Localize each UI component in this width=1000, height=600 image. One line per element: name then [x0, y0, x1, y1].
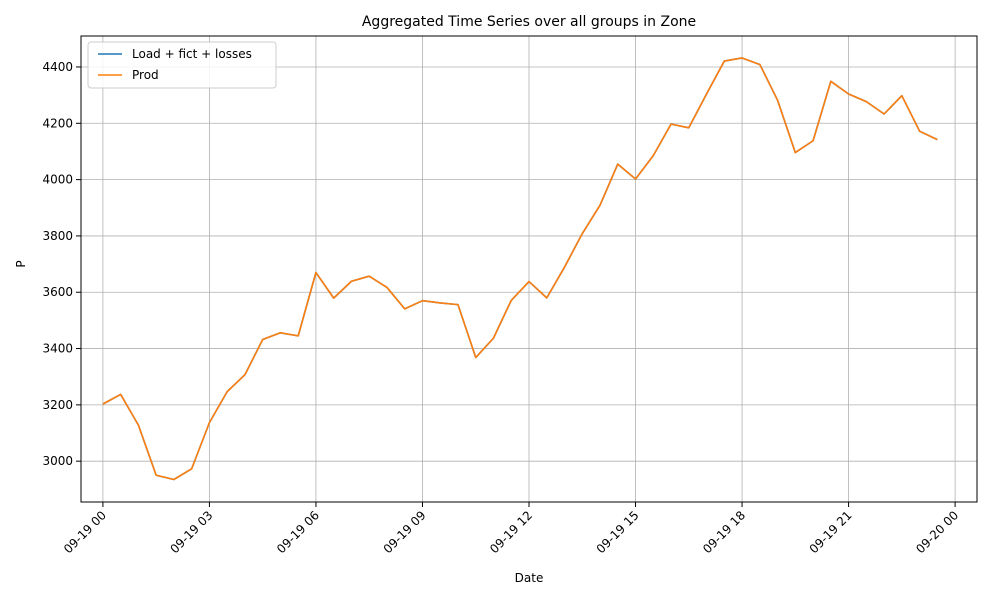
y-tick-label: 3400 — [42, 342, 73, 356]
x-axis-label: Date — [515, 571, 544, 585]
y-tick-label: 3600 — [42, 285, 73, 299]
x-tick-label: 09-19 18 — [700, 508, 748, 556]
series-layer — [102, 57, 938, 481]
series-line-2 — [102, 57, 938, 481]
x-tick-label: 09-20 00 — [913, 508, 961, 556]
x-tick-label: 09-19 06 — [274, 508, 322, 556]
y-tick-label: 3800 — [42, 229, 73, 243]
y-tick-label: 4400 — [42, 60, 73, 74]
y-tick-label: 3200 — [42, 398, 73, 412]
legend: Load + fict + losses Prod — [87, 41, 277, 89]
y-tick-label: 4200 — [42, 116, 73, 130]
series-line-1 — [102, 57, 938, 481]
x-tick-label: 09-19 21 — [807, 508, 855, 556]
y-tick-label: 3000 — [42, 454, 73, 468]
grid-lines — [81, 36, 977, 502]
x-tick-label: 09-19 09 — [381, 508, 429, 556]
legend-label: Load + fict + losses — [132, 47, 252, 61]
x-tick-label: 09-19 00 — [61, 508, 109, 556]
y-tick-label: 4000 — [42, 173, 73, 187]
y-axis-label: P — [14, 260, 28, 267]
chart-title: Aggregated Time Series over all groups i… — [362, 14, 696, 30]
y-axis-ticks: 3000 3200 3400 3600 3800 4000 4200 4400 — [42, 60, 81, 468]
x-tick-label: 09-19 15 — [594, 508, 642, 556]
x-axis-ticks: 09-19 00 09-19 03 09-19 06 09-19 09 09-19 12… — [61, 502, 961, 556]
x-tick-label: 09-19 03 — [167, 508, 215, 556]
legend-box — [87, 41, 277, 89]
x-tick-label: 09-19 12 — [487, 508, 535, 556]
legend-label: Prod — [132, 68, 159, 82]
